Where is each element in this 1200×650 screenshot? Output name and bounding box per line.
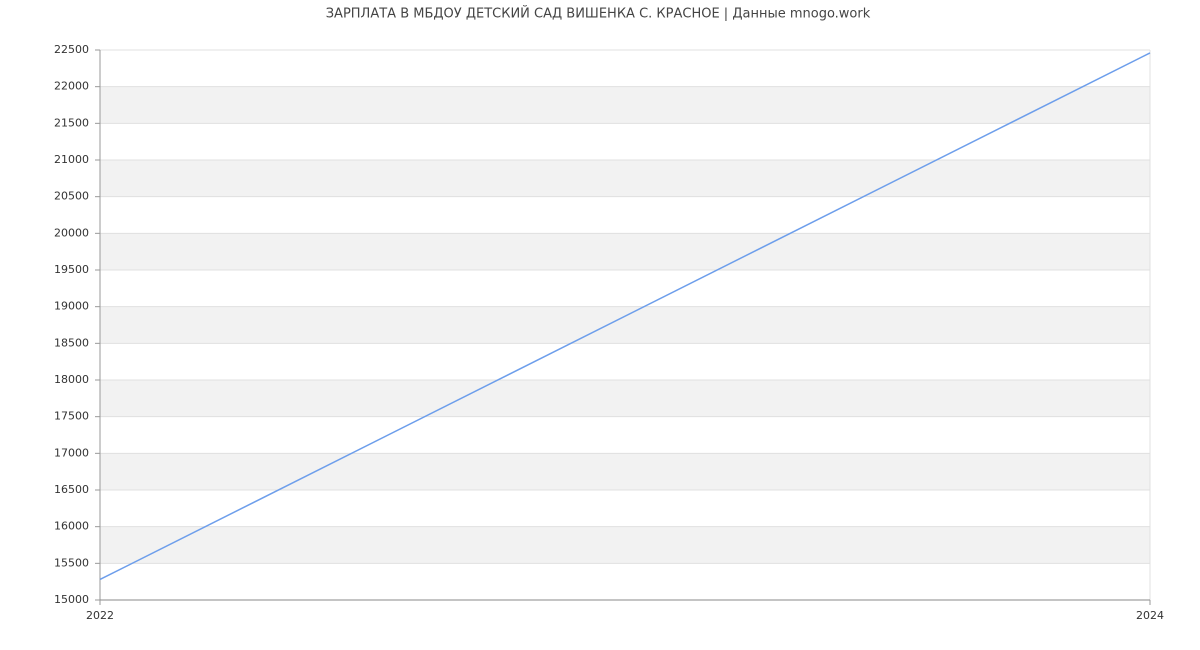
y-tick-label: 17000	[54, 446, 89, 459]
y-tick-label: 22000	[54, 80, 89, 93]
grid-band	[100, 233, 1150, 270]
grid-band	[100, 380, 1150, 417]
y-tick-label: 15000	[54, 593, 89, 606]
y-tick-label: 17500	[54, 410, 89, 423]
y-tick-label: 16000	[54, 520, 89, 533]
grid-band	[100, 160, 1150, 197]
x-tick-label: 2022	[86, 609, 114, 622]
y-tick-label: 18000	[54, 373, 89, 386]
y-tick-label: 21000	[54, 153, 89, 166]
grid-band	[100, 86, 1150, 124]
y-tick-label: 18500	[54, 336, 89, 349]
y-tick-label: 20000	[54, 226, 89, 239]
grid-band	[100, 453, 1150, 490]
x-tick-label: 2024	[1136, 609, 1164, 622]
y-tick-label: 19000	[54, 300, 89, 313]
y-tick-label: 20500	[54, 190, 89, 203]
data-line	[99, 52, 1151, 581]
grid-band	[100, 526, 1150, 564]
y-tick-label: 19500	[54, 263, 89, 276]
y-tick-label: 21500	[54, 116, 89, 129]
y-tick-label: 22500	[54, 43, 89, 56]
grid-band	[100, 306, 1150, 344]
y-tick-label: 16500	[54, 483, 89, 496]
y-tick-label: 15500	[54, 556, 89, 569]
chart-title: ЗАРПЛАТА В МБДОУ ДЕТСКИЙ САД ВИШЕНКА С. …	[326, 6, 871, 22]
